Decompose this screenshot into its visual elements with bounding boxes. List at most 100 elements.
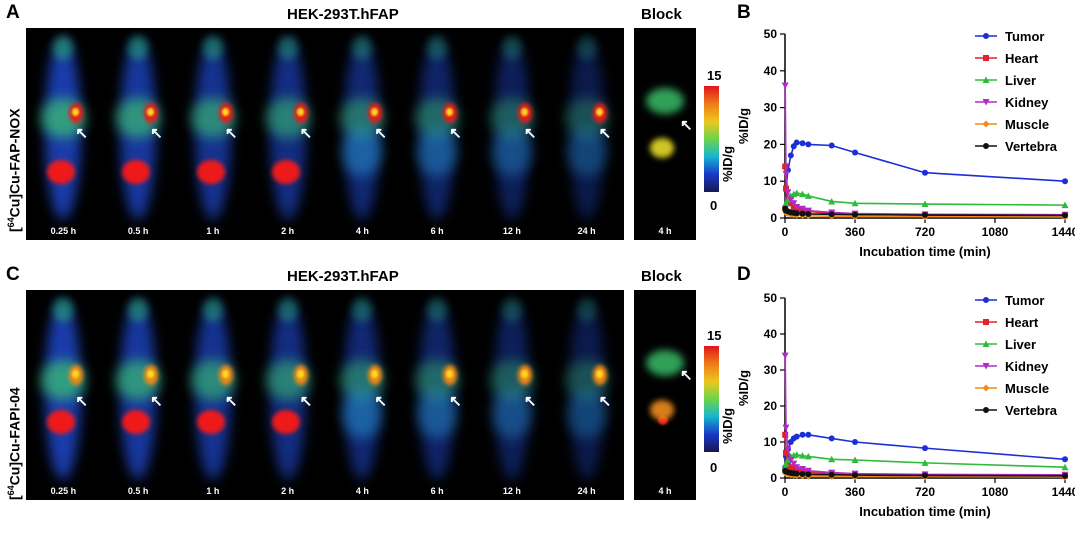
pet-scan-frame: ↖ 12 h bbox=[475, 28, 550, 240]
bottom-block-title: Block bbox=[641, 268, 682, 285]
scan-time-label: 2 h bbox=[281, 226, 295, 236]
data-point bbox=[921, 459, 929, 466]
x-tick-label: 0 bbox=[782, 485, 789, 499]
tumor-arrow-icon: ↖ bbox=[374, 125, 387, 142]
bottom-colorbar-max: 15 bbox=[707, 328, 722, 343]
x-tick-label: 720 bbox=[915, 225, 935, 239]
data-point bbox=[922, 472, 928, 479]
pet-scan-frame: ↖ 0.25 h bbox=[26, 290, 101, 500]
scan-time-label: 24 h bbox=[577, 226, 596, 236]
data-point bbox=[852, 149, 858, 156]
data-point bbox=[805, 431, 812, 438]
data-point bbox=[852, 472, 858, 479]
tumor-arrow-icon: ↖ bbox=[680, 367, 693, 384]
data-point bbox=[1061, 463, 1069, 471]
y-tick-label: 20 bbox=[764, 399, 778, 413]
data-point bbox=[799, 210, 806, 217]
y-tick-label: 0 bbox=[770, 471, 777, 485]
pet-scan-frame: ↖ 12 h bbox=[475, 290, 550, 500]
bottom-block-time-label: 4 h bbox=[658, 486, 672, 496]
x-axis-label: Incubation time (min) bbox=[859, 504, 990, 519]
data-point bbox=[922, 169, 928, 176]
data-point bbox=[793, 139, 800, 146]
pet-scan-frame: ↖ 1 h bbox=[176, 290, 251, 500]
data-point bbox=[804, 452, 812, 460]
y-tick-label: 20 bbox=[764, 137, 778, 151]
data-point bbox=[793, 189, 801, 196]
scan-time-label: 1 h bbox=[206, 486, 220, 496]
data-point bbox=[782, 449, 789, 456]
scan-time-label: 6 h bbox=[430, 486, 444, 496]
top-colorbar-max: 15 bbox=[707, 68, 722, 83]
top-colorbar bbox=[704, 86, 719, 192]
tumor-arrow-icon: ↖ bbox=[523, 393, 537, 410]
scan-time-label: 4 h bbox=[355, 486, 369, 496]
data-point bbox=[799, 471, 806, 478]
y-tick-label: 50 bbox=[764, 27, 778, 41]
y-tick-label: 10 bbox=[764, 435, 778, 449]
legend-item: Tumor bbox=[975, 29, 1044, 44]
legend-label: Liver bbox=[1005, 73, 1036, 88]
pet-scan-frame: ↖ 0.25 h bbox=[26, 28, 101, 240]
series-tumor bbox=[782, 431, 1068, 471]
scan-time-label: 24 h bbox=[577, 486, 596, 496]
top-block-pet-image: 4 h ↖ bbox=[634, 28, 696, 240]
scan-time-label: 6 h bbox=[430, 226, 444, 236]
data-point bbox=[1062, 212, 1068, 219]
scan-time-label: 1 h bbox=[206, 226, 220, 236]
data-point bbox=[782, 199, 790, 207]
data-point bbox=[982, 384, 990, 392]
x-tick-label: 1440 bbox=[1052, 485, 1075, 499]
tumor-arrow-icon: ↖ bbox=[680, 117, 693, 134]
data-point bbox=[921, 200, 929, 208]
data-point bbox=[852, 439, 858, 445]
bottom-pet-image-strip: ↖ 0.25 h ↖ 0.5 h ↖ 1 h ↖ 2 h ↖ 4 h ↖ 6 h ↖ 12 h ↖ 24 h bbox=[26, 290, 624, 500]
data-point bbox=[790, 200, 798, 207]
data-point bbox=[851, 456, 859, 463]
tumor-arrow-icon: ↖ bbox=[598, 125, 612, 142]
data-point bbox=[799, 466, 806, 473]
tumor-arrow-icon: ↖ bbox=[75, 393, 88, 410]
y-tick-label: 30 bbox=[764, 363, 778, 377]
tumor-arrow-icon: ↖ bbox=[299, 393, 313, 410]
data-point bbox=[782, 185, 789, 192]
data-point bbox=[782, 424, 790, 432]
data-point bbox=[983, 33, 989, 39]
pet-scan-frame: ↖ 2 h bbox=[250, 290, 325, 500]
data-point bbox=[828, 455, 836, 463]
data-point bbox=[828, 211, 835, 218]
tumor-arrow-icon: ↖ bbox=[150, 393, 163, 410]
legend-label: Vertebra bbox=[1005, 403, 1058, 418]
legend-item: Muscle bbox=[975, 117, 1049, 132]
y-tick-label: 50 bbox=[764, 291, 778, 305]
data-point bbox=[805, 471, 812, 478]
series-liver bbox=[781, 189, 1069, 210]
x-tick-label: 360 bbox=[845, 485, 865, 499]
data-point bbox=[851, 199, 859, 207]
data-point bbox=[1062, 472, 1068, 479]
pet-scan-frame: ↖ 0.5 h bbox=[101, 28, 176, 240]
pet-scan-frame: ↖ 24 h bbox=[549, 28, 624, 240]
top-pet-image-strip: ↖ 0.25 h ↖ 0.5 h ↖ 1 h ↖ 2 h ↖ 4 h ↖ 6 h ↖ 12 h ↖ 24 h bbox=[26, 28, 624, 240]
legend-item: Liver bbox=[975, 73, 1036, 88]
top-block-time-label: 4 h bbox=[658, 226, 672, 236]
x-tick-label: 1440 bbox=[1052, 225, 1075, 239]
legend-label: Tumor bbox=[1005, 293, 1044, 308]
data-point bbox=[793, 451, 801, 458]
tumor-arrow-icon: ↖ bbox=[374, 393, 387, 410]
data-point bbox=[982, 363, 990, 370]
chart-d: 0 10 20 30 40 50 0 360 720 1080 1440 Incubation tim… bbox=[736, 291, 1075, 519]
data-point bbox=[805, 210, 812, 217]
x-tick-label: 1080 bbox=[982, 485, 1009, 499]
y-tick-label: 10 bbox=[764, 174, 778, 188]
pet-scan-frame: ↖ 0.5 h bbox=[101, 290, 176, 500]
data-point bbox=[983, 319, 989, 325]
x-tick-label: 720 bbox=[915, 485, 935, 499]
data-point bbox=[787, 152, 794, 159]
data-point bbox=[983, 407, 989, 413]
data-point bbox=[804, 467, 812, 475]
legend-label: Muscle bbox=[1005, 381, 1049, 396]
data-point bbox=[828, 435, 835, 442]
data-point bbox=[781, 352, 789, 360]
data-point bbox=[799, 140, 806, 147]
